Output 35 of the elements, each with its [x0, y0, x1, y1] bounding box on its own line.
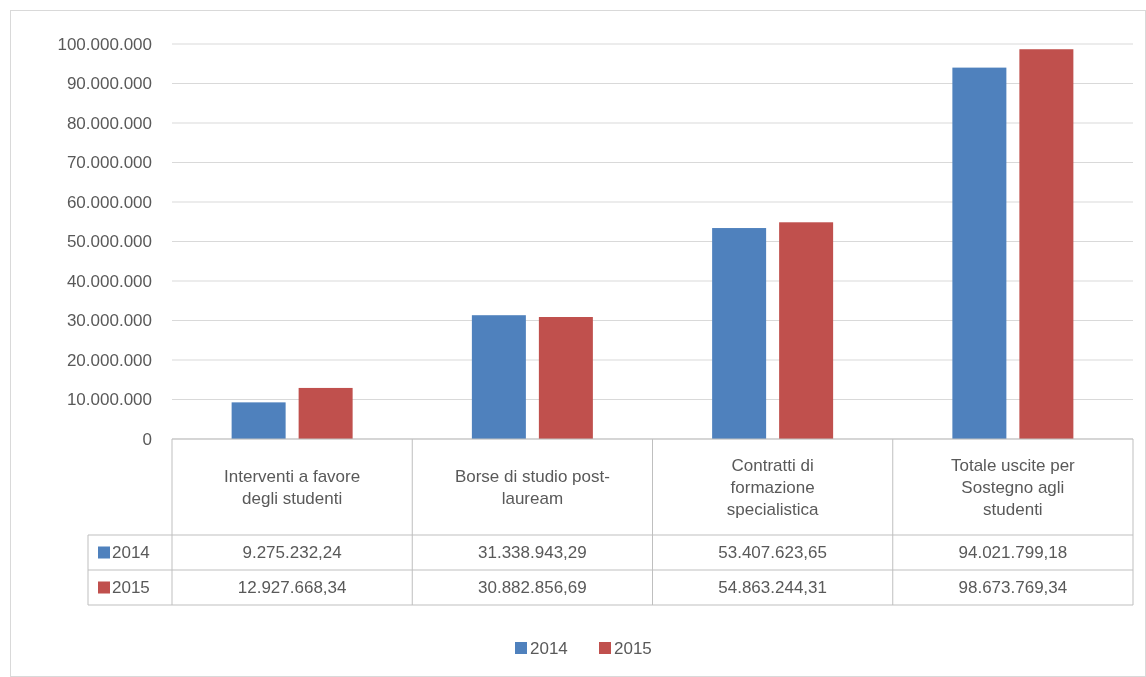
legend-label: 2014 [112, 543, 150, 563]
y-tick-label: 60.000.000 [66, 192, 152, 212]
text: 2015 [112, 578, 150, 598]
y-tick-label: 80.000.000 [66, 113, 152, 133]
x-tick-label: Totale uscite per Sostegno agli studenti [950, 455, 1076, 519]
bar [471, 315, 526, 439]
y-tick-label: 50.000.000 [66, 232, 152, 252]
y-tick-label: 20.000.000 [66, 350, 152, 370]
text: 2014 [530, 638, 568, 658]
bar [779, 222, 834, 439]
data-label: 31.338.943,29 [478, 543, 587, 563]
bar [952, 67, 1007, 439]
data-label: 30.882.856,69 [478, 578, 587, 598]
bar [538, 317, 593, 439]
y-tick-label: 90.000.000 [66, 74, 152, 94]
bar [712, 228, 767, 439]
bar [231, 402, 286, 439]
data-label: 53.407.623,65 [718, 543, 827, 563]
y-tick-label: 40.000.000 [66, 271, 152, 291]
y-tick-label: 100.000.000 [57, 34, 152, 54]
data-label: 54.863.244,31 [718, 578, 827, 598]
data-label: 98.673.769,34 [958, 578, 1068, 598]
x-tick-label: Borse di studio post-lauream [454, 466, 610, 508]
data-label: 94.021.799,18 [958, 543, 1068, 563]
y-tick-label: 10.000.000 [66, 390, 152, 410]
y-tick-label: 70.000.000 [66, 153, 152, 173]
bar [1019, 49, 1074, 439]
legend-label: 2015 [614, 638, 652, 658]
y-tick-label: 0 [142, 429, 152, 449]
bar [298, 387, 353, 439]
y-tick-label: 30.000.000 [66, 311, 152, 331]
x-tick-label: Contratti di formazione specialistica [726, 455, 819, 519]
x-tick-label: Interventi a favore degli studenti [224, 466, 361, 508]
data-label: 9.275.232,24 [242, 543, 342, 563]
data-label: 12.927.668,34 [237, 578, 347, 598]
